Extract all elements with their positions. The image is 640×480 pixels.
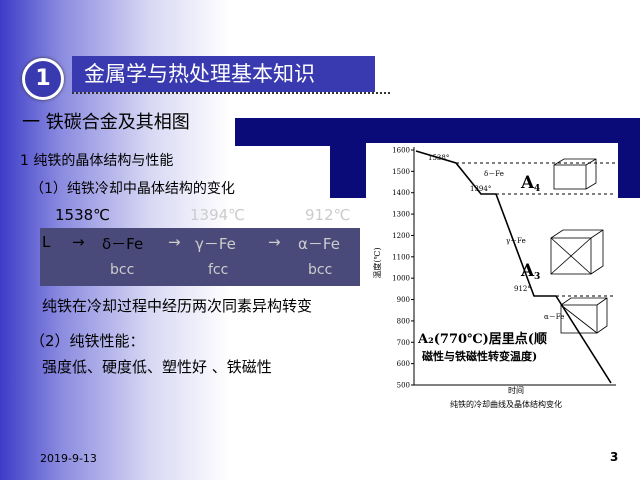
y-tick-label: 1100	[392, 253, 410, 261]
annotation: A₂(770℃)居里点(顺	[417, 331, 547, 347]
ticks: 1600 1500 1400 1300 1200 1100 1000 900 800 700 600…	[392, 147, 414, 390]
annotation: A	[520, 173, 535, 193]
y-tick-label: 700	[397, 339, 410, 347]
annotation: 1394°	[470, 185, 491, 193]
arrow: →	[72, 233, 85, 251]
phase: δ－Fe	[102, 235, 144, 253]
section-number: 1	[22, 58, 64, 100]
band	[235, 118, 640, 146]
item-title: （2）纯铁性能：	[30, 332, 145, 350]
band	[40, 228, 360, 286]
annotation: 磁性与铁磁性转变温度)	[422, 349, 537, 363]
temp: 912℃	[305, 206, 351, 224]
y-tick-label: 800	[397, 317, 410, 325]
y-tick-label: 1000	[392, 275, 410, 283]
annotation: 4	[534, 184, 540, 194]
annotation: 1538°	[428, 154, 449, 162]
subsection: 1 纯铁的晶体结构与性能	[20, 153, 174, 169]
lattice: bcc	[110, 262, 135, 278]
x-label: 时间	[508, 385, 524, 395]
lattice: bcc	[308, 262, 333, 278]
phase: L	[42, 233, 51, 251]
annotation: γ－Fe	[506, 237, 526, 245]
slide-title: 金属学与热处理基本知识	[72, 56, 375, 92]
caption: 纯铁的冷却曲线及晶体结构变化	[450, 399, 562, 409]
item-title: （1）纯铁冷却中晶体结构的变化	[30, 181, 235, 197]
temp: 1394℃	[190, 206, 246, 224]
annotation: A	[520, 261, 535, 281]
arrow: →	[168, 233, 181, 251]
footer-date: 2019-9-13	[40, 452, 97, 465]
figure: 1600 1500 1400 1300 1200 1100 1000 900 800 700 600…	[366, 143, 618, 415]
y-tick-label: 1600	[392, 147, 410, 155]
annotation: 912°	[514, 285, 531, 293]
page-number: 3	[610, 450, 619, 464]
temp: 1538℃	[55, 206, 111, 224]
y-tick-label: 1200	[392, 232, 410, 240]
annotation: 3	[534, 272, 540, 282]
y-tick-label: 600	[397, 360, 410, 368]
arrow: →	[268, 233, 281, 251]
figure-bg	[366, 143, 618, 415]
phase: α－Fe	[298, 235, 340, 253]
y-tick-label: 1300	[392, 211, 410, 219]
note: 纯铁在冷却过程中经历两次同素异构转变	[42, 297, 313, 315]
annotation: δ－Fe	[484, 170, 504, 178]
lattice: fcc	[208, 262, 229, 278]
y-label: 温度(℃)	[372, 247, 382, 278]
y-tick-label: 1400	[392, 189, 410, 197]
y-tick-label: 900	[397, 296, 410, 304]
divider	[72, 92, 390, 94]
item-text: 强度低、硬度低、塑性好 、铁磁性	[42, 358, 272, 376]
annotation: α－Fe	[544, 313, 564, 321]
y-tick-label: 1500	[392, 168, 410, 176]
phase: γ－Fe	[195, 235, 236, 253]
section: 一 铁碳合金及其相图	[22, 112, 190, 133]
y-tick-label: 500	[397, 382, 410, 390]
